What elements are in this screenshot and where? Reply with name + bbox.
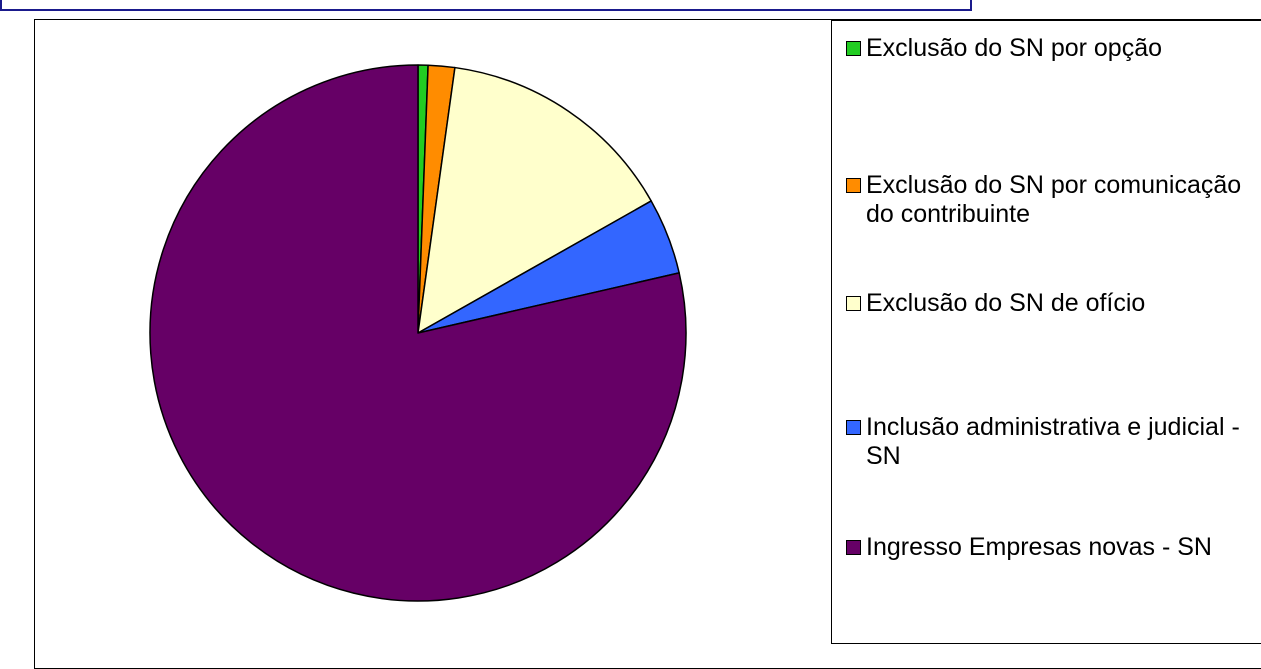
legend-swatch	[846, 296, 861, 311]
legend-label: Exclusão do SN por opção	[866, 34, 1163, 62]
pie-slice-5	[149, 64, 687, 602]
legend-swatch	[846, 420, 861, 435]
top-frame-strip	[0, 0, 972, 11]
legend-swatch	[846, 540, 861, 555]
legend-item-exclusao-comunicacao: Exclusão do SN por comunicação do contri…	[846, 171, 1261, 229]
legend-swatch	[846, 178, 861, 193]
legend-label: Ingresso Empresas novas - SN	[866, 533, 1212, 561]
legend-item-ingresso: Ingresso Empresas novas - SN	[846, 533, 1261, 562]
legend-label: Inclusão administrativa e judicial - SN	[866, 413, 1240, 470]
legend-item-exclusao-oficio: Exclusão do SN de ofício	[846, 289, 1261, 318]
legend-item-inclusao: Inclusão administrativa e judicial - SN	[846, 413, 1261, 471]
legend-swatch	[846, 41, 861, 56]
legend: Exclusão do SN por opção Exclusão do SN …	[831, 20, 1261, 644]
legend-label: Exclusão do SN por comunicação do contri…	[866, 171, 1242, 228]
pie-chart	[149, 64, 687, 602]
legend-item-exclusao-opcao: Exclusão do SN por opção	[846, 34, 1261, 63]
pie-slice-3	[417, 66, 652, 334]
legend-label: Exclusão do SN de ofício	[866, 289, 1146, 317]
